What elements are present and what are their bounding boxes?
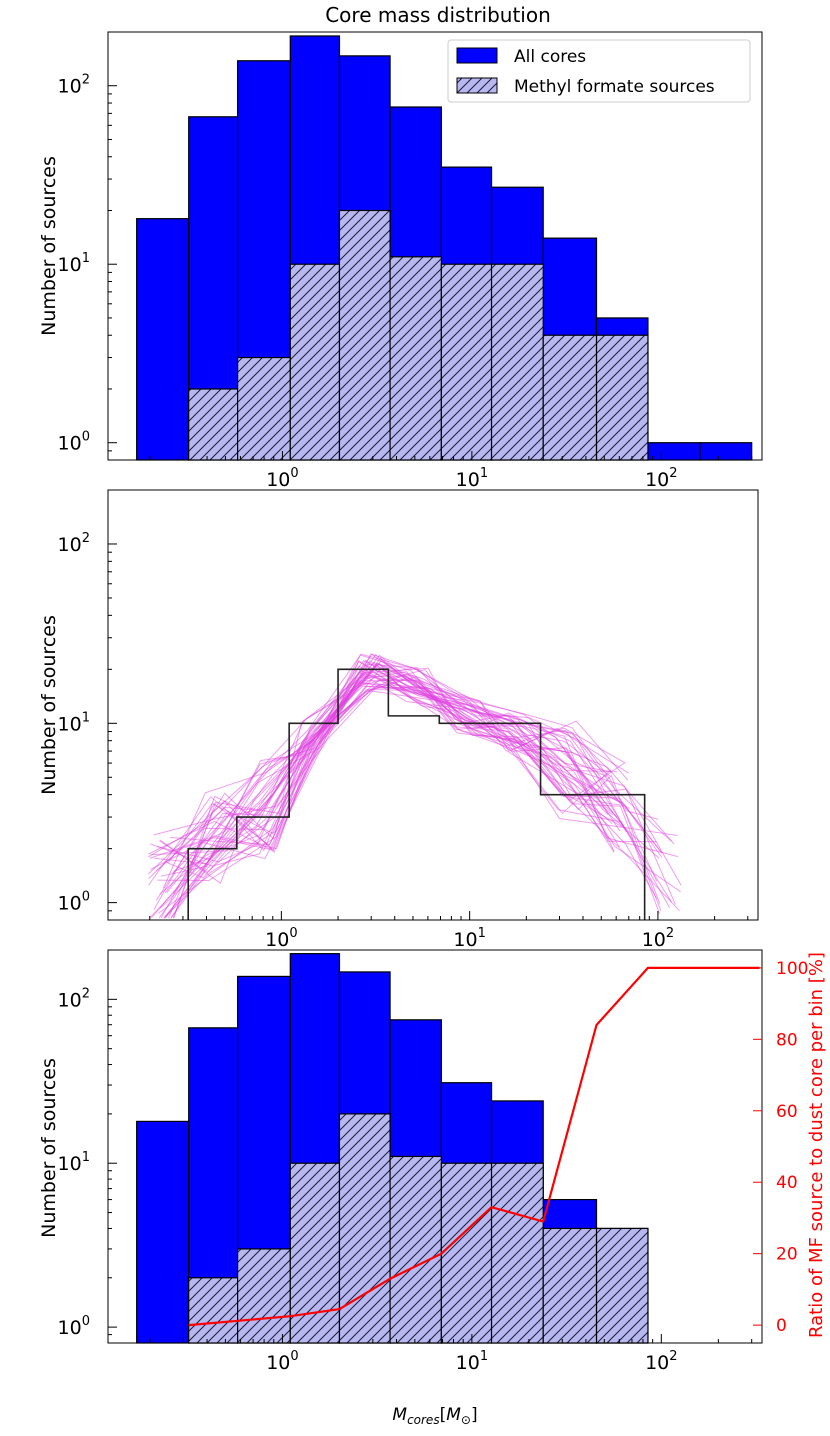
y-tick-label: 100 xyxy=(58,1314,90,1339)
bar-mf-source xyxy=(389,256,442,461)
y-tick-label: 101 xyxy=(58,710,90,735)
y-tick-label: 101 xyxy=(58,251,90,276)
bar-mf-source xyxy=(542,334,598,461)
realization-line xyxy=(160,688,618,909)
realization-line xyxy=(169,660,621,853)
realization-line xyxy=(153,682,627,910)
y-tick-label: 102 xyxy=(58,73,90,98)
ratio-line xyxy=(188,966,760,1327)
x-tick-label: 101 xyxy=(456,1349,488,1374)
bar-all-cores xyxy=(136,218,190,461)
bar-mf-source xyxy=(542,1227,598,1344)
x-tick-label: 102 xyxy=(645,466,677,491)
mf-step-histogram xyxy=(187,668,646,920)
y-axis-label: Number of sources xyxy=(38,156,60,336)
figure-title: Core mass distribution xyxy=(325,3,551,27)
realization-line xyxy=(159,681,671,908)
plot-frame xyxy=(107,31,763,461)
y2-tick-label: 20 xyxy=(776,1245,798,1265)
plot-frame xyxy=(107,489,759,921)
realization-line xyxy=(167,654,630,864)
legend-swatch-mf xyxy=(456,77,498,94)
bar-mf-source xyxy=(237,356,291,461)
bar-mf-source xyxy=(338,209,391,461)
x-tick-label: 100 xyxy=(266,1349,298,1374)
bar-mf-source xyxy=(440,1162,493,1344)
realization-line xyxy=(172,653,620,874)
bar-mf-source xyxy=(289,263,341,461)
panel-top: 100 101 102 100 101 102 Number of sources All… xyxy=(38,31,763,491)
realization-line xyxy=(164,667,657,919)
realization-line xyxy=(155,660,608,901)
y-tick-label: 100 xyxy=(58,890,90,915)
realization-line xyxy=(163,671,611,919)
realization-line xyxy=(158,659,613,914)
x-tick-label: 101 xyxy=(453,926,485,951)
realization-line xyxy=(170,669,625,919)
y-tick-label: 102 xyxy=(58,531,90,556)
bar-mf-source xyxy=(237,1248,291,1344)
x-tick-label: 102 xyxy=(645,1349,677,1374)
bar-mf-source xyxy=(490,1162,544,1344)
realization-line xyxy=(172,662,676,919)
y-tick-label: 102 xyxy=(58,986,90,1011)
realization-line xyxy=(157,667,662,882)
x-axis-label: Mcores[M⊙] xyxy=(392,1405,477,1427)
realization-line xyxy=(149,677,663,859)
bar-mf-source xyxy=(595,334,649,461)
bar-all-cores xyxy=(699,442,753,461)
panel-middle: 100 101 102 100 101 102 Number of sources xyxy=(38,489,759,951)
bar-mf-source xyxy=(440,263,493,461)
legend: All cores Methyl formate sources xyxy=(447,39,751,103)
bar-mf-source xyxy=(490,263,544,461)
legend-label-mf: Methyl formate sources xyxy=(514,77,715,97)
bar-mf-source xyxy=(188,1277,239,1344)
plot-frame xyxy=(107,949,763,1344)
realization-line xyxy=(170,676,615,919)
y2-tick-label: 60 xyxy=(776,1102,798,1122)
legend-label-all-cores: All cores xyxy=(514,47,586,67)
y2-tick-label: 100 xyxy=(776,959,808,979)
x-tick-label: 100 xyxy=(266,466,298,491)
y-axis-label: Number of sources xyxy=(38,615,60,795)
y-axis-label: Number of sources xyxy=(38,1058,60,1238)
bar-mf-source xyxy=(188,388,239,461)
x-tick-label: 102 xyxy=(642,926,674,951)
legend-swatch-all-cores xyxy=(456,47,498,64)
bar-mf-source xyxy=(595,1227,649,1344)
bar-mf-source xyxy=(338,1113,391,1344)
y2-tick-label: 40 xyxy=(776,1173,798,1193)
x-tick-label: 100 xyxy=(265,926,297,951)
y-tick-label: 101 xyxy=(58,1150,90,1175)
y2-tick-label: 80 xyxy=(776,1030,798,1050)
realization-line xyxy=(170,673,672,846)
panel-bottom: 100 101 102 100 101 102 0 20 40 60 80 100 Number of… xyxy=(38,949,827,1427)
bar-all-cores xyxy=(647,442,701,461)
bar-mf-source xyxy=(389,1155,442,1344)
y-tick-label: 100 xyxy=(58,430,90,455)
bar-all-cores xyxy=(136,1120,190,1344)
legend-box xyxy=(447,39,751,103)
y2-tick-label: 0 xyxy=(776,1316,787,1336)
x-tick-label: 101 xyxy=(456,466,488,491)
y2-axis-label: Ratio of MF source to dust core per bin … xyxy=(806,952,827,1338)
